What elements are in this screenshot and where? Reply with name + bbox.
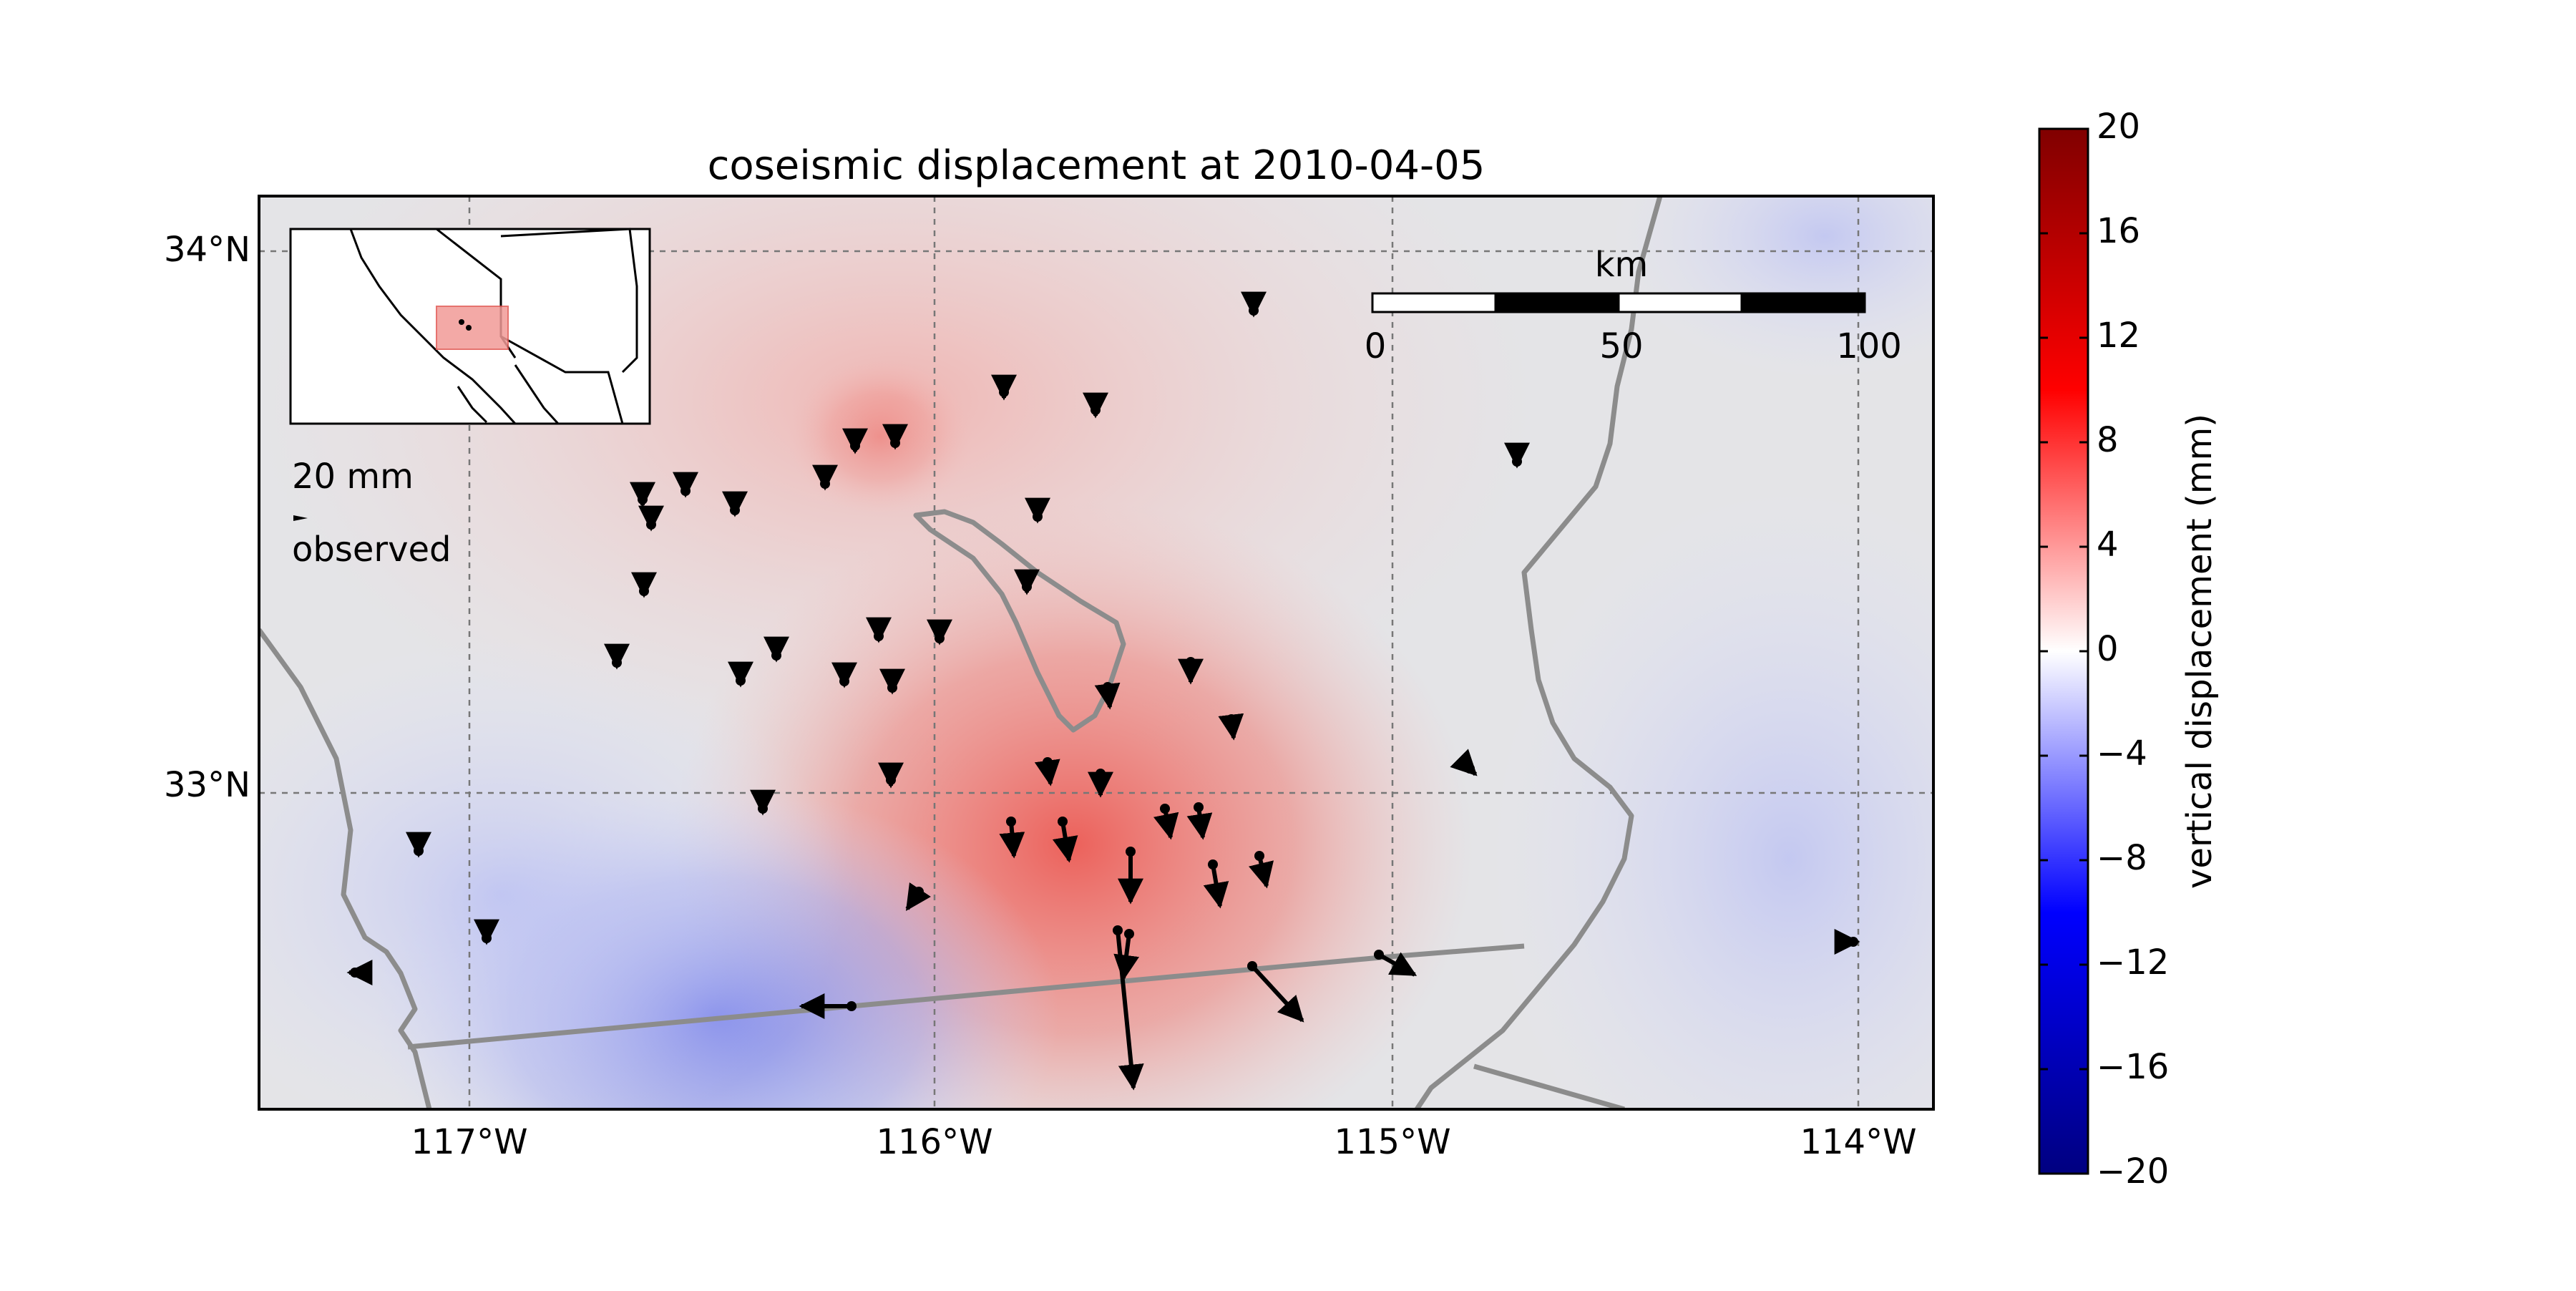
gps-station-marker [1124,929,1134,939]
gps-station-marker [414,846,424,856]
gps-station-marker [874,631,884,641]
california-coastline [259,628,432,1109]
map-panel[interactable]: 20 mm observed km 0 50 100 [157,29,2089,1245]
displacement-arrow [1250,964,1304,1023]
displacement-arrow [999,821,1025,859]
gps-station-marker [1194,802,1204,812]
gps-station-marker [638,495,648,505]
gps-station-marker [935,633,945,643]
displacement-field [259,196,1933,1109]
gps-station-marker [771,651,781,661]
displacement-arrow [1186,807,1213,840]
displacement-vectors [346,291,1860,1091]
colorbar-label: vertical displacement (mm) [2180,414,2220,889]
gps-station-marker [1160,804,1170,814]
gps-station-marker [850,441,860,451]
scale-bar-tick-100: 100 [1836,326,1902,366]
gps-station-marker [680,486,691,496]
gps-station-marker [914,887,924,897]
vector-key-label: observed [292,530,452,570]
displacement-arrow [1113,933,1139,981]
colorbar-tick-label: 20 [2097,107,2140,147]
gps-station-marker [1226,714,1236,724]
scale-bar: km 0 50 100 [1365,245,1902,366]
gps-station-marker [1247,961,1257,971]
lat-label-33n: 33°N [164,765,250,805]
gps-station-marker [730,505,740,515]
displacement-arrow [1203,864,1229,909]
colorbar-tick-label: −4 [2097,734,2147,774]
displacement-arrow [1248,855,1274,889]
gps-station-marker [887,683,897,693]
gps-station-marker [1006,817,1016,827]
gps-station-marker [1374,950,1384,960]
colorbar-tick-label: −20 [2097,1151,2169,1192]
gps-station-marker [1103,682,1113,692]
colorbar-tick-label: −16 [2097,1047,2169,1087]
gps-station-marker [1512,457,1522,467]
colorbar: 20 16 12 8 4 0 −4 −8 −12 −16 −20 vertical displace… [2038,107,2220,1192]
gps-station-marker [1208,859,1218,869]
gps-station-marker [890,438,900,448]
colorbar-tick-label: 4 [2097,525,2119,565]
vector-scale-arrow [293,515,308,521]
scale-bar-unit: km [1595,245,1649,285]
gps-station-marker [1465,764,1475,774]
gps-station-marker [839,676,849,686]
state-border-arizona [1473,1063,1625,1109]
gps-station-marker [1058,817,1068,827]
gps-station-marker [350,968,360,978]
vector-key-magnitude: 20 mm [292,457,414,497]
gps-station-marker [1249,306,1259,316]
map-frame [258,195,1935,1111]
gps-station-marker [612,658,622,668]
lon-label-116w: 116°W [876,1122,992,1162]
gps-station-marker [736,676,746,686]
gps-station-marker [820,479,830,489]
displacement-arrow [1116,930,1144,1091]
map-title: coseismic displacement at 2010-04-05 [708,142,1485,189]
gps-station-marker [1091,405,1101,415]
gps-station-marker [1033,512,1043,522]
colorbar-ticks: 20 16 12 8 4 0 −4 −8 −12 −16 −20 [2039,107,2169,1192]
colorbar-tick-label: 12 [2097,316,2140,356]
lon-label-115w: 115°W [1334,1122,1450,1162]
colorado-river-border [1415,196,1663,1109]
colorbar-tick-label: 16 [2097,211,2140,251]
gps-station-marker [1254,851,1264,861]
gps-station-marker [1113,925,1123,935]
gps-station-marker [1043,757,1053,767]
displacement-arrow [1377,952,1418,977]
longitude-labels: 117°W 116°W 115°W 114°W [411,1122,1916,1162]
colorbar-tick-label: 0 [2097,629,2119,669]
gps-station-marker [1096,769,1106,779]
displacement-arrow [1052,821,1078,863]
lat-label-34n: 34°N [164,230,250,270]
gps-station-marker [1186,657,1196,667]
gps-station-marker [646,520,656,530]
gps-station-marker [482,933,492,943]
colorbar-tick-label: −8 [2097,838,2147,878]
boundary-lines [259,196,1663,1109]
colorbar-tick-label: −12 [2097,942,2169,983]
lon-label-117w: 117°W [411,1122,527,1162]
scale-bar-tick-50: 50 [1599,326,1643,366]
lon-label-114w: 114°W [1800,1122,1916,1162]
gps-station-marker [758,804,768,814]
gps-station-marker [847,1001,857,1011]
latitude-labels: 34°N 33°N [164,230,250,805]
gps-station-marker [1126,847,1136,857]
gps-station-marker [999,387,1009,397]
colorbar-tick-label: 8 [2097,420,2119,460]
scale-bar-tick-0: 0 [1365,326,1387,366]
gps-station-marker [1022,582,1032,592]
inset-locator-map [289,228,651,425]
gps-station-marker [1848,937,1858,947]
gps-station-marker [639,586,649,596]
vector-key: 20 mm observed [292,457,452,570]
gps-station-marker [886,775,896,785]
